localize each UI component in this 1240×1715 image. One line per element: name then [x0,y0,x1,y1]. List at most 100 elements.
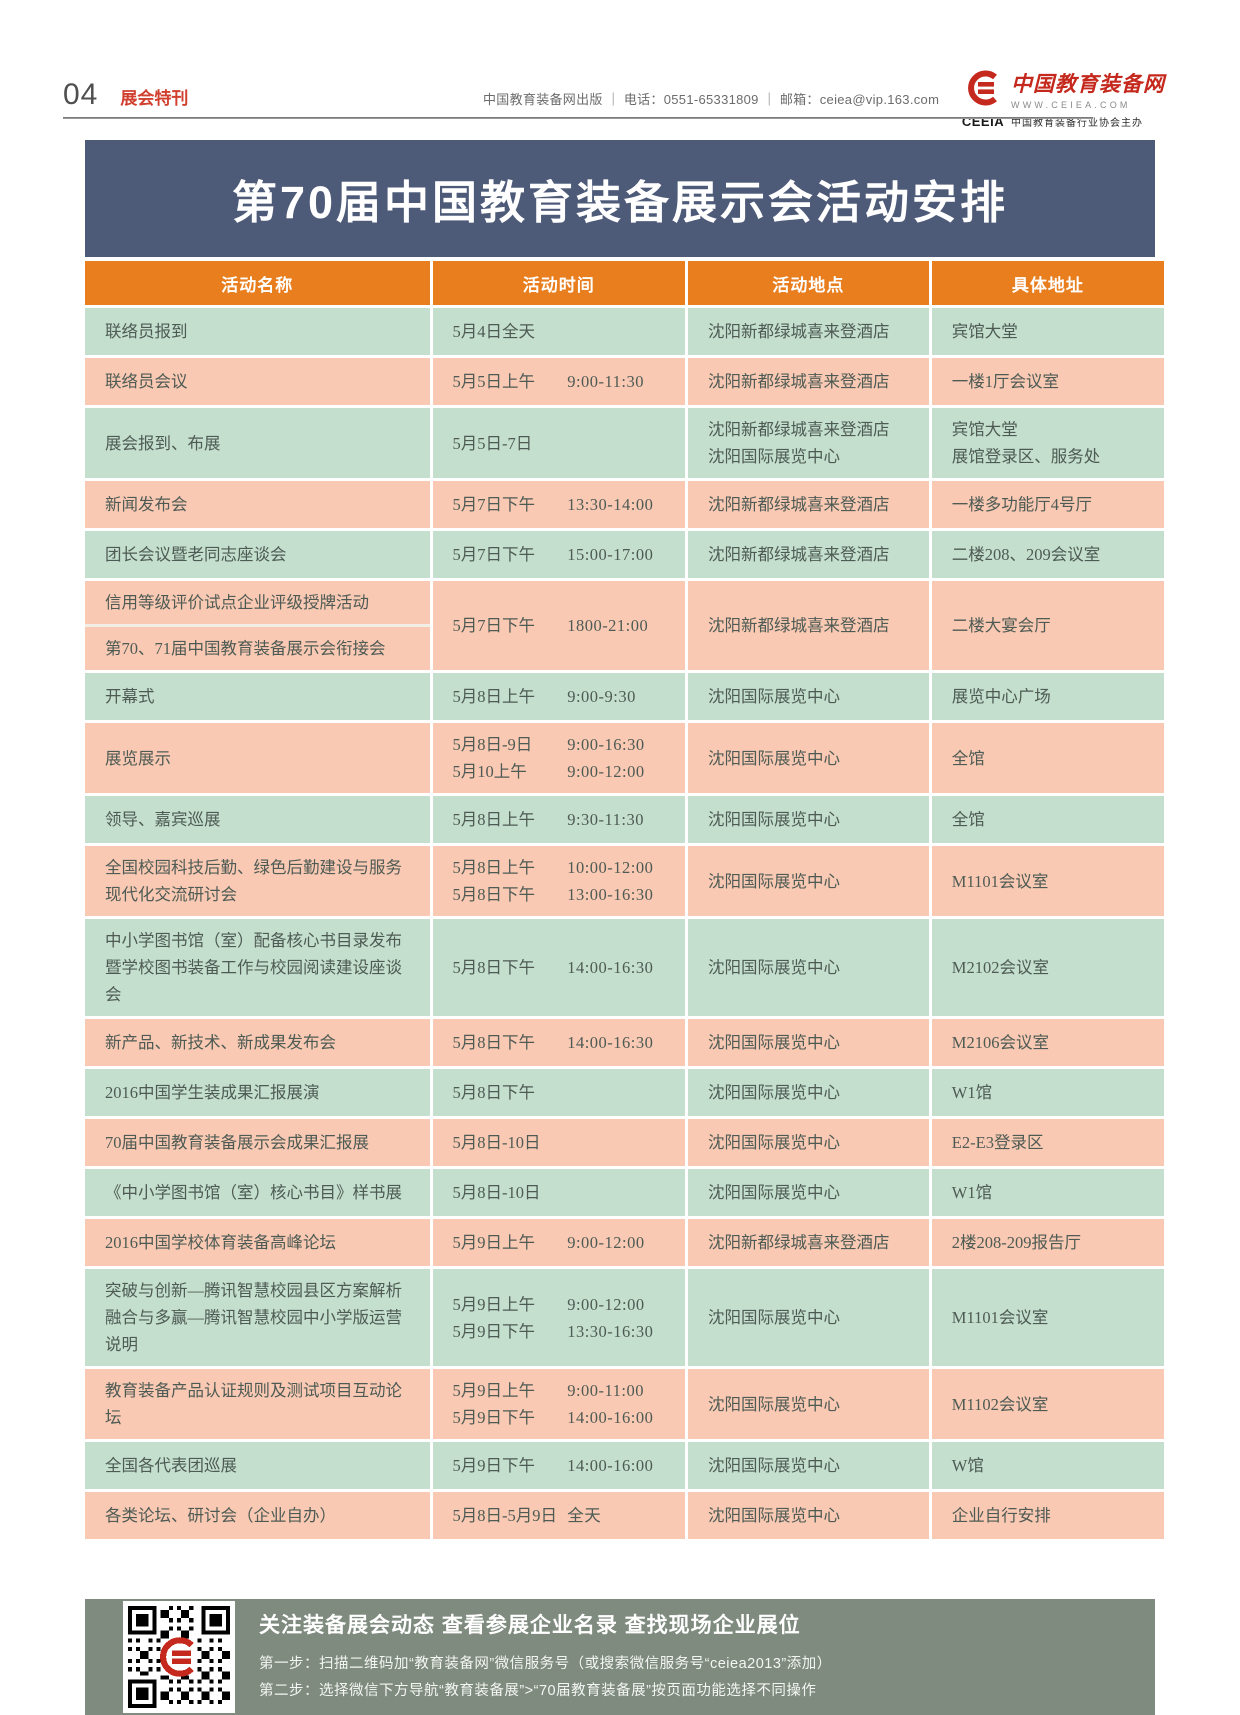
event-date: 5月10上午 [452,762,527,781]
event-name-subcell: 第70、71届中国教育装备展示会衔接会 [85,627,430,670]
event-name: 联络员报到 [105,322,188,341]
event-address: M2102会议室 [951,958,1049,977]
column-header-activity-place: 活动地点 [688,261,929,305]
event-address: 二楼大宴会厅 [951,616,1051,635]
event-schedule-line: 5月8日上午 9:30-11:30 [453,806,674,833]
event-time: 9:00-16:30 [567,735,645,754]
table-row: 突破与创新—腾讯智慧校园县区方案解析 融合与多赢—腾讯智慧校园中小学版运营说明 5月… [85,1269,1164,1366]
event-address: M1102会议室 [951,1394,1049,1414]
wechat-step2: 第二步：选择微信下方导航“教育装备展”>“70届教育装备展”按页面功能选择不同操… [259,1683,817,1699]
event-time: 14:00-16:30 [567,958,654,977]
event-time: 9:30-11:30 [567,810,644,829]
wechat-step1: 第一步：扫描二维码加“教育装备网”微信服务号（或搜索微信服务号“ceiea201… [259,1656,832,1672]
event-address-cell: M1101会议室 [931,846,1164,916]
event-time: 13:30-16:30 [567,1321,654,1341]
ceeia-emark-icon [963,68,1003,113]
event-time-cell: 5月8日-5月9日 全天 [432,1492,686,1539]
event-time: 15:00-17:00 [567,545,654,564]
event-location-cell: 沈阳新都绿城喜来登酒店 [688,481,929,528]
event-location-cell: 沈阳国际展览中心 [688,673,929,720]
event-name: 2016中国学生装成果汇报展演 [105,1083,320,1102]
table-row: 新产品、新技术、新成果发布会 5月8日下午 14:00-16:30 沈阳国际展览中心 M… [85,1019,1164,1066]
event-location-cell: 沈阳国际展览中心 [688,1169,929,1216]
event-time-cell: 5月9日下午 14:00-16:00 [432,1442,686,1489]
event-time [567,1179,673,1206]
table-row: 全国校园科技后勤、绿色后勤建设与服务现代化交流研讨会 5月8日上午 10:00-12… [85,846,1164,916]
event-time-cell: 5月4日全天 [432,308,686,355]
event-location: 沈阳国际展览中心 [708,958,841,977]
table-row: 教育装备产品认证规则及测试项目互动论坛 5月9日上午 9:00-11:00 5月9日下… [85,1369,1164,1439]
event-location: 沈阳国际展览中心 [708,1456,841,1475]
event-name-cell: 展览展示 [85,723,430,793]
event-schedule-line: 5月7日下午 15:00-17:00 [453,541,674,568]
ceeia-logo: CEEIA 中国教育装备网 WWW.CEIEA.COM 中国教育装备行业协会主办 [961,68,1183,129]
event-date: 5月7日下午 [452,495,536,514]
event-name: 信用等级评价试点企业评级授牌活动 [105,593,369,612]
event-address-cell: 2楼208-209报告厅 [931,1219,1164,1266]
event-schedule-line: 5月5日上午 9:00-11:30 [453,368,674,395]
event-schedule-line: 5月8日下午 14:00-16:30 [453,954,674,981]
event-time-cell: 5月7日下午 13:30-14:00 [432,481,686,528]
event-address-cell: 二楼大宴会厅 [931,581,1164,670]
event-name-cell: 联络员报到 [85,308,430,355]
column-header-address: 具体地址 [931,261,1164,305]
table-row: 信用等级评价试点企业评级授牌活动 第70、71届中国教育装备展示会衔接会 5月7日下… [85,581,1164,670]
event-date: 5月8日下午 [452,958,536,977]
event-schedule-line: 5月9日下午 13:30-16:30 [453,1318,674,1345]
event-location: 沈阳国际展览中心 [708,1033,841,1052]
publisher-info: 中国教育装备网出版 ｜ 电话：0551-65331809 ｜ 邮箱：ceiea@… [483,92,940,107]
schedule-title: 第70届中国教育装备展示会活动安排 [231,177,1009,228]
event-location-cell: 沈阳国际展览中心 [688,846,929,916]
event-location-cell: 沈阳国际展览中心 [688,723,929,793]
event-name: 2016中国学校体育装备高峰论坛 [105,1233,336,1252]
event-date: 5月5日上午 [452,372,536,391]
table-row: 新闻发布会 5月7日下午 13:30-14:00 沈阳新都绿城喜来登酒店 一楼多功能厅4… [85,481,1164,528]
event-name: 教育装备产品认证规则及测试项目互动论坛 [105,1381,402,1427]
wechat-qrcode-icon [123,1601,235,1713]
event-name: 联络员会议 [105,372,188,391]
event-time-cell: 5月8日上午 9:30-11:30 [432,796,686,843]
event-location-cell: 沈阳新都绿城喜来登酒店 [688,1219,929,1266]
event-location: 沈阳国际展览中心 [708,810,841,829]
event-location-cell: 沈阳国际展览中心 [688,1069,929,1116]
table-row: 联络员会议 5月5日上午 9:00-11:30 沈阳新都绿城喜来登酒店 一楼1厅会议室 [85,358,1164,405]
event-date: 5月8日上午 [452,810,536,829]
event-name: 开幕式 [105,687,155,706]
event-time-cell: 5月8日下午 14:00-16:30 [432,1019,686,1066]
table-row: 2016中国学校体育装备高峰论坛 5月9日上午 9:00-12:00 沈阳新都绿城喜来… [85,1219,1164,1266]
event-date: 5月7日下午 [452,545,536,564]
event-schedule-line: 5月7日下午 13:30-14:00 [453,491,674,518]
column-header-activity-time: 活动时间 [432,261,686,305]
column-header-activity-name: 活动名称 [85,261,430,305]
table-row: 中小学图书馆（室）配备核心书目录发布暨学校图书装备工作与校园阅读建设座谈会 5月8… [85,919,1164,1016]
event-schedule-line: 5月8日下午 [453,1079,674,1106]
event-address: 一楼多功能厅4号厅 [951,495,1093,514]
event-location-cell: 沈阳新都绿城喜来登酒店 [688,531,929,578]
event-address-cell: W馆 [931,1442,1164,1489]
event-location-cell: 沈阳国际展览中心 [688,1119,929,1166]
event-name-cell: 《中小学图书馆（室）核心书目》样书展 [85,1169,430,1216]
event-time-cell: 5月8日下午 14:00-16:30 [432,919,686,1016]
event-name-cell: 2016中国学生装成果汇报展演 [85,1069,430,1116]
event-time-cell: 5月7日下午 15:00-17:00 [432,531,686,578]
event-time: 14:00-16:00 [567,1408,654,1427]
event-name-cell: 全国各代表团巡展 [85,1442,430,1489]
event-date: 5月9日下午 [452,1408,536,1427]
event-schedule-line: 5月9日下午 14:00-16:00 [453,1404,674,1431]
event-time [567,430,673,457]
event-location-cell: 沈阳国际展览中心 [688,919,929,1016]
event-location: 沈阳新都绿城喜来登酒店 [708,616,890,635]
event-time: 14:00-16:00 [567,1456,654,1475]
event-address-cell: 企业自行安排 [931,1492,1164,1539]
event-location: 沈阳新都绿城喜来登酒店 [708,420,890,439]
event-location-cell: 沈阳国际展览中心 [688,1369,929,1439]
event-time: 10:00-12:00 [567,858,654,877]
event-name: 全国各代表团巡展 [105,1456,237,1475]
event-time-cell: 5月9日上午 9:00-12:00 [432,1219,686,1266]
table-row: 领导、嘉宾巡展 5月8日上午 9:30-11:30 沈阳国际展览中心 全馆 [85,796,1164,843]
event-date: 5月8日下午 [452,1033,536,1052]
event-schedule-line: 5月8日-5月9日 全天 [453,1502,674,1529]
event-schedule-line: 5月4日全天 [453,318,674,345]
event-address-cell: 全馆 [931,723,1164,793]
event-schedule-line: 5月8日-10日 [453,1129,674,1156]
